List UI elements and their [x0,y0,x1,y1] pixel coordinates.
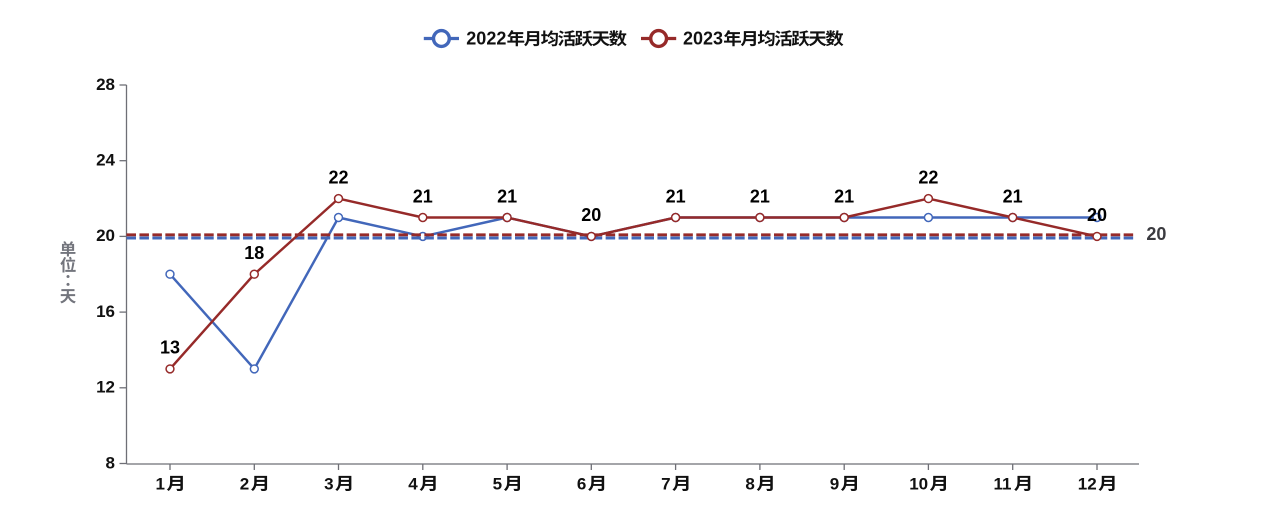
svg-text:12: 12 [1078,475,1097,494]
svg-text:5: 5 [493,475,502,494]
svg-text:16: 16 [96,302,115,321]
svg-text:2023: 2023 [683,29,723,49]
svg-text:4: 4 [408,475,418,494]
svg-text:24: 24 [96,151,115,170]
svg-text:20: 20 [1146,224,1166,244]
svg-text:10: 10 [909,475,928,494]
svg-text:20: 20 [1087,205,1107,225]
svg-text:8: 8 [745,475,754,494]
svg-text:20: 20 [581,205,601,225]
svg-text:20: 20 [96,226,115,245]
svg-text:9: 9 [830,475,839,494]
svg-text:22: 22 [918,167,938,187]
svg-text:11: 11 [994,475,1012,494]
svg-text:12: 12 [96,378,115,397]
svg-text:21: 21 [666,186,686,206]
svg-text:21: 21 [750,186,770,206]
svg-text:3: 3 [324,475,333,494]
svg-text:7: 7 [661,475,670,494]
svg-text:8: 8 [106,453,115,472]
svg-text:22: 22 [328,167,348,187]
svg-text:2022: 2022 [466,29,506,49]
svg-text:28: 28 [96,75,115,94]
svg-text:18: 18 [244,243,264,263]
svg-text:21: 21 [834,186,854,206]
svg-text:21: 21 [497,186,517,206]
svg-text:2: 2 [240,475,249,494]
svg-text:6: 6 [577,475,586,494]
svg-text:1: 1 [156,475,165,494]
svg-text:13: 13 [160,338,180,358]
svg-text:21: 21 [413,186,433,206]
svg-text:21: 21 [1003,186,1023,206]
